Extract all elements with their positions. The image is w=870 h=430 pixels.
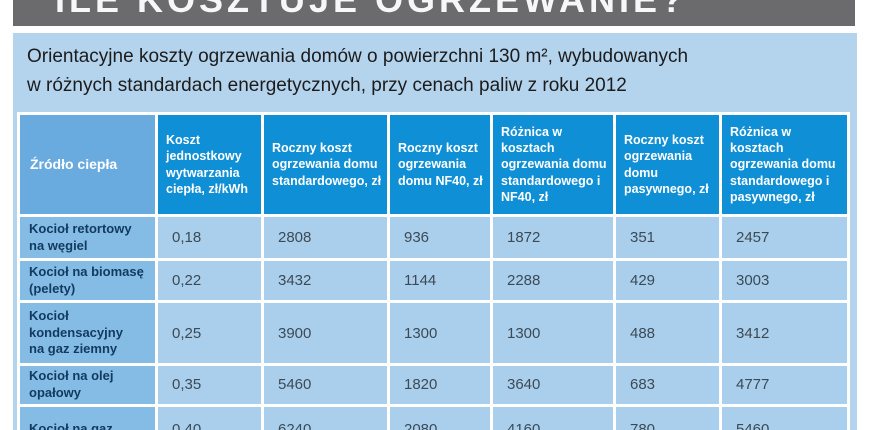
value-cell: 5460 xyxy=(264,366,387,404)
heating-costs-table: Źródło ciepła Koszt jednostkowy wytwarza… xyxy=(17,112,850,430)
value-cell: 4160 xyxy=(493,406,613,430)
content-panel: Orientacyjne koszty ogrzewania domów o p… xyxy=(13,33,857,430)
value-cell: 0,25 xyxy=(158,303,261,363)
column-header-passive-difference: Różnica w kosztach ogrzewania domu stand… xyxy=(722,115,847,214)
title-bar: ILE KOSZTUJE OGRZEWANIE? xyxy=(13,0,855,26)
value-cell: 5460 xyxy=(722,406,847,430)
value-cell: 3003 xyxy=(722,261,847,300)
table-row: Kocioł na gaz 0,40 6240 2080 4160 780 54… xyxy=(20,406,847,430)
column-header-nf40-cost: Roczny koszt ogrzewania domu NF40, zł xyxy=(390,115,490,214)
value-cell: 2288 xyxy=(493,261,613,300)
table-row: Kocioł retortowy na węgiel 0,18 2808 936… xyxy=(20,217,847,258)
value-cell: 351 xyxy=(616,217,719,258)
row-label: Kocioł retortowy na węgiel xyxy=(20,217,155,258)
value-cell: 1872 xyxy=(493,217,613,258)
table-row: Kocioł kondensacyjny na gaz ziemny 0,25 … xyxy=(20,303,847,363)
column-header-passive-cost: Roczny koszt ogrzewania domu pasywnego, … xyxy=(616,115,719,214)
intro-line-1: Orientacyjne koszty ogrzewania domów o p… xyxy=(27,46,689,67)
table-row: Kocioł na olej opałowy 0,35 5460 1820 36… xyxy=(20,366,847,404)
value-cell: 0,40 xyxy=(158,406,261,430)
value-cell: 1300 xyxy=(390,303,490,363)
value-cell: 1300 xyxy=(493,303,613,363)
value-cell: 1820 xyxy=(390,366,490,404)
value-cell: 3432 xyxy=(264,261,387,300)
table-row: Kocioł na biomasę (pelety) 0,22 3432 114… xyxy=(20,261,847,300)
column-header-nf40-difference: Różnica w kosztach ogrzewania domu stand… xyxy=(493,115,613,214)
value-cell: 3412 xyxy=(722,303,847,363)
column-header-heat-source: Źródło ciepła xyxy=(20,115,155,214)
value-cell: 0,18 xyxy=(158,217,261,258)
value-cell: 6240 xyxy=(264,406,387,430)
value-cell: 2457 xyxy=(722,217,847,258)
value-cell: 683 xyxy=(616,366,719,404)
value-cell: 2808 xyxy=(264,217,387,258)
row-label: Kocioł na biomasę (pelety) xyxy=(20,261,155,300)
value-cell: 0,35 xyxy=(158,366,261,404)
value-cell: 4777 xyxy=(722,366,847,404)
value-cell: 780 xyxy=(616,406,719,430)
row-label: Kocioł na olej opałowy xyxy=(20,366,155,404)
row-label: Kocioł kondensacyjny na gaz ziemny xyxy=(20,303,155,363)
value-cell: 0,22 xyxy=(158,261,261,300)
intro-line-2: w różnych standardach energetycznych, pr… xyxy=(27,75,627,96)
column-header-unit-cost: Koszt jednostkowy wytwarzania ciepła, zł… xyxy=(158,115,261,214)
value-cell: 2080 xyxy=(390,406,490,430)
intro-text: Orientacyjne koszty ogrzewania domów o p… xyxy=(27,42,857,100)
value-cell: 3640 xyxy=(493,366,613,404)
table-header-row: Źródło ciepła Koszt jednostkowy wytwarza… xyxy=(20,115,847,214)
page-title: ILE KOSZTUJE OGRZEWANIE? xyxy=(55,0,687,21)
value-cell: 936 xyxy=(390,217,490,258)
column-header-standard-cost: Roczny koszt ogrzewania domu standardowe… xyxy=(264,115,387,214)
value-cell: 488 xyxy=(616,303,719,363)
row-label: Kocioł na gaz xyxy=(20,406,155,430)
value-cell: 429 xyxy=(616,261,719,300)
value-cell: 3900 xyxy=(264,303,387,363)
value-cell: 1144 xyxy=(390,261,490,300)
